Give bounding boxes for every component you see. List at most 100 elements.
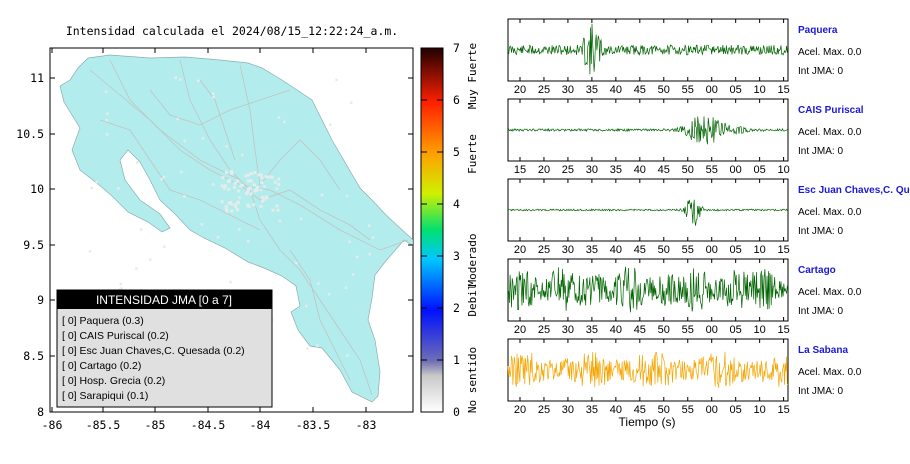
waveform-tick-label: 55 bbox=[682, 324, 694, 336]
colorbar-tick-label: 2 bbox=[453, 301, 460, 315]
city-marker bbox=[270, 175, 274, 179]
waveform-tick-label: 45 bbox=[634, 84, 646, 96]
city-marker bbox=[234, 205, 238, 209]
waveform-tick-label: 15 bbox=[777, 84, 789, 96]
city-marker bbox=[283, 120, 286, 124]
waveform-trace bbox=[507, 266, 789, 313]
map-x-tick-label: -84.5 bbox=[191, 418, 226, 432]
city-marker bbox=[257, 173, 261, 177]
waveform-tick-label: 25 bbox=[538, 244, 550, 256]
city-marker bbox=[329, 123, 332, 127]
city-marker bbox=[277, 177, 281, 181]
city-marker bbox=[335, 78, 338, 82]
legend-header bbox=[57, 290, 272, 309]
city-marker bbox=[264, 195, 268, 199]
colorbar-tick-label: 3 bbox=[453, 249, 460, 263]
city-marker bbox=[211, 183, 215, 186]
legend-item: [ 0] CAIS Puriscal (0.2) bbox=[62, 330, 169, 342]
costa-rica-landmass bbox=[59, 54, 413, 403]
colorbar-tick-label: 6 bbox=[453, 93, 460, 107]
map-y-tick-label: 10.5 bbox=[16, 127, 44, 141]
waveform-tick-label: 30 bbox=[586, 164, 598, 176]
waveform-panels: 20 25 30 35 40 45 50 55 00 05 10 15 Paquera Acel. Max… bbox=[507, 18, 910, 416]
city-marker bbox=[228, 178, 232, 182]
city-marker bbox=[233, 203, 237, 207]
city-marker bbox=[95, 180, 99, 184]
city-marker bbox=[105, 133, 109, 136]
city-markers bbox=[88, 76, 375, 370]
city-marker bbox=[224, 170, 228, 174]
city-marker bbox=[232, 185, 236, 189]
city-marker bbox=[227, 187, 231, 191]
waveform-tick-label: 20 bbox=[514, 404, 526, 416]
city-marker bbox=[201, 136, 204, 140]
legend-item: [ 0] Hosp. Grecia (0.2) bbox=[62, 375, 165, 387]
city-marker bbox=[180, 170, 183, 174]
city-marker bbox=[225, 209, 229, 213]
city-marker bbox=[220, 200, 224, 204]
city-marker bbox=[239, 184, 243, 188]
waveform-tick-label: 20 bbox=[514, 84, 526, 96]
city-marker bbox=[346, 354, 349, 357]
waveform-tick-label: 50 bbox=[658, 324, 670, 336]
waveform-tick-label: 10 bbox=[754, 404, 766, 416]
colorbar-tick-label: 1 bbox=[453, 353, 460, 367]
legend-item: [ 0] Sarapiqui (0.1) bbox=[62, 390, 148, 402]
intensity-legend: INTENSIDAD JMA [0 a 7] [ 0] Paquera (0.3… bbox=[56, 289, 273, 408]
city-marker bbox=[248, 186, 252, 190]
city-marker bbox=[241, 184, 245, 188]
city-marker bbox=[227, 201, 231, 205]
colorbar-tick-label: 5 bbox=[453, 145, 460, 159]
station-name: Cartago bbox=[798, 265, 836, 276]
waveform-tick-label: 30 bbox=[562, 84, 574, 96]
map-x-tick-label: -83.5 bbox=[296, 418, 331, 432]
station-int-jma: Int JMA: 0 bbox=[798, 386, 843, 397]
waveform-tick-label: 35 bbox=[586, 404, 598, 416]
city-marker bbox=[235, 179, 239, 183]
colorbar-tick-label: 0 bbox=[453, 405, 460, 419]
station-name: Paquera bbox=[798, 25, 838, 36]
map-y-tick-label: 8 bbox=[37, 405, 44, 419]
city-marker bbox=[295, 261, 298, 265]
city-marker bbox=[233, 181, 237, 185]
waveform-tick-label: 40 bbox=[610, 244, 622, 256]
map-x-tick-label: -83 bbox=[356, 418, 377, 432]
city-marker bbox=[223, 184, 227, 188]
waveform-tick-label: 40 bbox=[610, 404, 622, 416]
waveform-tick-label: 20 bbox=[514, 244, 526, 256]
waveform-tick-label: 35 bbox=[586, 84, 598, 96]
city-marker bbox=[225, 145, 228, 148]
waveform-tick-label: 00 bbox=[730, 164, 742, 176]
city-marker bbox=[238, 228, 241, 231]
city-marker bbox=[305, 304, 308, 308]
city-marker bbox=[135, 161, 139, 164]
city-marker bbox=[278, 219, 282, 223]
city-marker bbox=[252, 203, 256, 207]
city-marker bbox=[90, 186, 94, 190]
station-acel-max: Acel. Max. 0.0 bbox=[798, 207, 862, 218]
waveform-tick-label: 05 bbox=[730, 84, 742, 96]
city-marker bbox=[277, 116, 281, 119]
city-marker bbox=[135, 267, 138, 270]
waveform-tick-label: 50 bbox=[658, 244, 670, 256]
waveform-tick-label: 35 bbox=[586, 324, 598, 336]
waveform-tick-label: 30 bbox=[562, 404, 574, 416]
legend-item: [ 0] Esc Juan Chaves,C. Quesada (0.2) bbox=[62, 345, 245, 357]
city-marker bbox=[241, 153, 244, 157]
waveform-tick-label: 45 bbox=[634, 404, 646, 416]
intensity-colorbar: 7 6 5 4 3 2 1 0 Muy Fuerte Fuerte Moderado Debi… bbox=[420, 41, 479, 419]
waveform-tick-label: 40 bbox=[610, 324, 622, 336]
city-marker bbox=[238, 196, 241, 199]
city-marker bbox=[176, 117, 179, 121]
city-marker bbox=[105, 118, 109, 122]
waveform-tick-label: 05 bbox=[730, 324, 742, 336]
waveform-tick-label: 40 bbox=[610, 84, 622, 96]
city-marker bbox=[253, 170, 257, 174]
map-y-tick-label: 10 bbox=[30, 182, 44, 196]
city-marker bbox=[247, 187, 251, 191]
city-marker bbox=[104, 90, 108, 94]
city-marker bbox=[255, 188, 259, 192]
waveform-tick-label: 15 bbox=[514, 164, 526, 176]
waveform-tick-label: 45 bbox=[634, 324, 646, 336]
station-acel-max: Acel. Max. 0.0 bbox=[798, 287, 862, 298]
